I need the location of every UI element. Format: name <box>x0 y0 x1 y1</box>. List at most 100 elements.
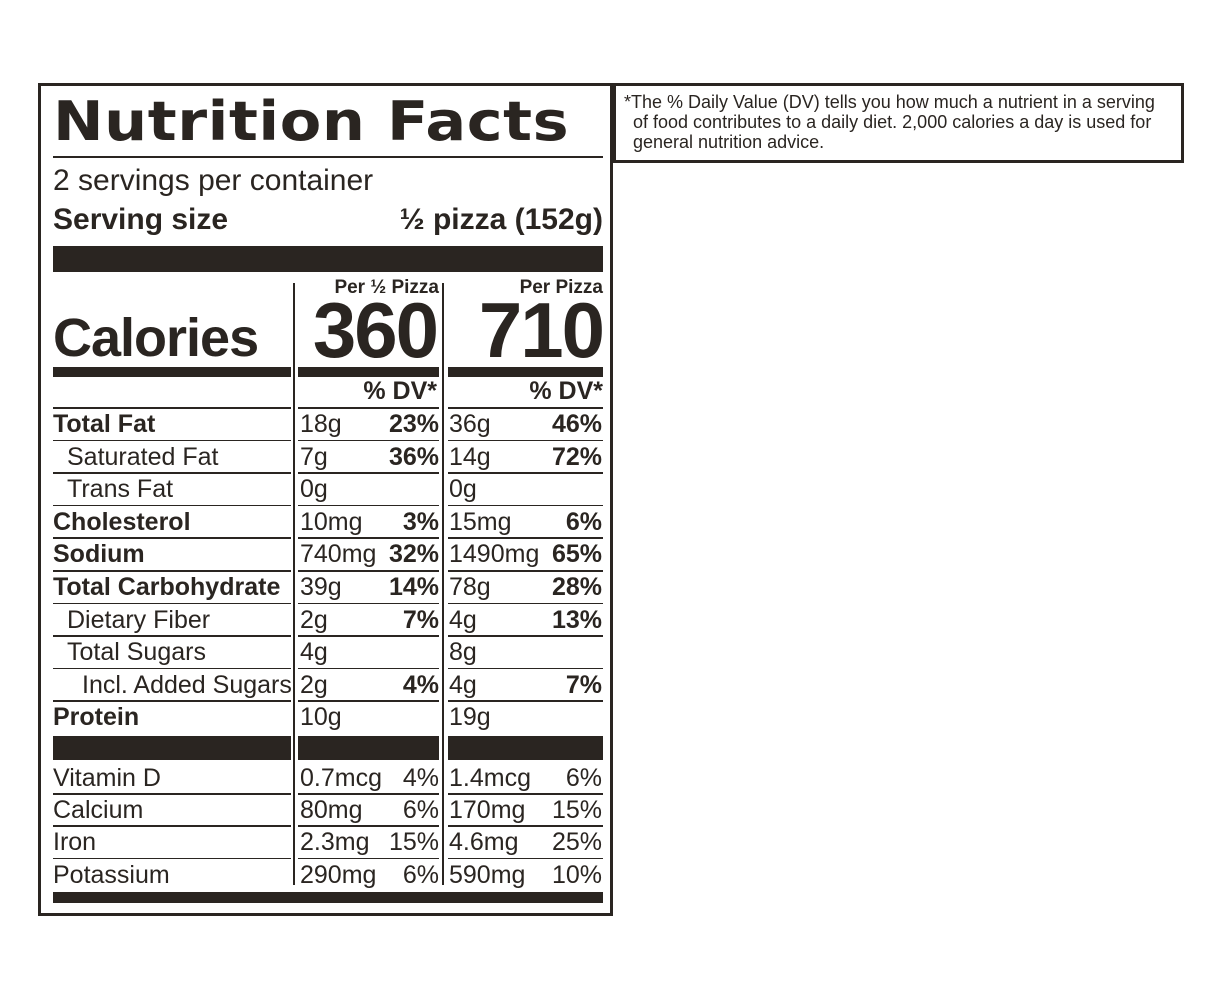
nutrient-amount-whole: 4g <box>449 605 477 634</box>
thick-divider-vitamins-name <box>53 736 291 760</box>
vitamin-dv-half: 4% <box>402 764 439 792</box>
nutrient-amount-half: 10g <box>300 703 342 732</box>
nutrient-row-divider <box>298 537 439 539</box>
vitamin-amount-whole: 1.4mcg <box>449 764 531 792</box>
nutrient-row-divider <box>448 472 603 474</box>
vitamin-row-divider <box>53 825 291 827</box>
nutrient-amount-whole: 4g <box>449 670 477 699</box>
vitamin-row-divider <box>448 793 603 795</box>
nutrient-amount-half: 2g <box>300 605 328 634</box>
nutrient-row-divider <box>298 570 439 572</box>
vitamin-row: Iron 2.3mg 15% 4.6mg 25% <box>53 826 603 858</box>
vitamin-dv-half: 15% <box>388 828 439 857</box>
label-title: Nutrition Facts <box>53 90 570 153</box>
nutrient-name: Total Carbohydrate <box>53 573 281 601</box>
vitamin-name: Iron <box>53 828 97 857</box>
calories-value-whole: 710 <box>478 286 605 374</box>
nutrient-row-divider <box>298 635 439 637</box>
dv-header-whole: % DV* <box>529 377 603 405</box>
vitamin-row: Vitamin D 0.7mcg 4% 1.4mcg 6% <box>53 762 603 794</box>
nutrient-amount-half: 0g <box>300 475 328 504</box>
vitamin-row-divider <box>448 825 603 827</box>
servings-per-container: 2 servings per container <box>53 164 374 197</box>
vitamin-name: Potassium <box>53 860 170 889</box>
nutrient-amount-whole: 19g <box>449 703 491 732</box>
nutrient-name: Trans Fat <box>67 475 174 504</box>
nutrient-row-divider <box>53 602 291 605</box>
nutrient-dv-whole: 7% <box>565 670 602 699</box>
nutrient-name: Total Fat <box>53 410 156 438</box>
nutrient-amount-half: 39g <box>300 573 342 601</box>
nutrient-dv-half: 23% <box>388 410 439 438</box>
nutrient-row-divider <box>298 667 439 670</box>
nutrient-amount-half: 740mg <box>300 540 377 569</box>
nutrient-name: Saturated Fat <box>67 442 219 471</box>
nutrient-row-divider <box>53 537 291 539</box>
nutrient-name: Total Sugars <box>67 638 206 667</box>
nutrient-row: Total Carbohydrate 39g 14% 78g 28% <box>53 571 603 603</box>
nutrient-row-divider <box>53 635 291 637</box>
calories-value-half: 360 <box>312 286 439 374</box>
nutrient-amount-half: 10mg <box>300 507 363 536</box>
nutrient-row-divider <box>448 504 603 507</box>
nutrient-amount-whole: 78g <box>449 573 491 601</box>
nutrient-name: Incl. Added Sugars <box>82 670 292 699</box>
vitamin-dv-whole: 10% <box>551 860 602 889</box>
nutrient-row: Total Sugars 4g 8g <box>53 636 603 668</box>
nutrient-row-divider <box>53 407 291 409</box>
serving-size-value: ½ pizza (152g) <box>399 203 603 236</box>
nutrient-row: Protein 10g 19g <box>53 701 603 733</box>
vitamin-row: Potassium 290mg 6% 590mg 10% <box>53 859 603 891</box>
nutrient-dv-half: 14% <box>388 573 439 601</box>
thick-divider-bottom <box>53 892 603 903</box>
column-header-whole: Per Pizza <box>519 277 603 298</box>
vitamin-name: Vitamin D <box>53 764 161 792</box>
nutrient-amount-whole: 14g <box>449 442 491 471</box>
nutrient-amount-whole: 36g <box>449 410 491 438</box>
thick-divider-vitamins-half <box>298 736 439 760</box>
column-divider-2 <box>442 283 444 885</box>
nutrient-amount-whole: 15mg <box>449 507 512 536</box>
thick-divider-vitamins-whole <box>448 736 603 760</box>
nutrient-dv-half: 32% <box>388 540 439 569</box>
nutrient-dv-half: 7% <box>402 605 439 634</box>
vitamin-amount-half: 80mg <box>300 796 363 825</box>
nutrient-row-divider <box>53 570 291 572</box>
nutrient-row: Trans Fat 0g 0g <box>53 473 603 505</box>
nutrient-row-divider <box>53 439 291 442</box>
nutrient-row: Sodium 740mg 32% 1490mg 65% <box>53 538 603 570</box>
nutrient-amount-whole: 8g <box>449 638 477 667</box>
calories-bar-half <box>298 367 439 377</box>
nutrient-row: Saturated Fat 7g 36% 14g 72% <box>53 441 603 473</box>
nutrient-row-divider <box>448 602 603 605</box>
nutrient-row-divider <box>448 407 603 409</box>
vitamin-row-divider <box>53 857 291 860</box>
vitamin-dv-half: 6% <box>402 860 439 889</box>
nutrient-dv-whole: 13% <box>551 605 602 634</box>
nutrient-dv-half: 4% <box>402 670 439 699</box>
dv-header-half: % DV* <box>363 377 437 405</box>
nutrient-amount-half: 2g <box>300 670 328 699</box>
nutrient-row-divider <box>448 667 603 670</box>
vitamin-amount-whole: 170mg <box>449 796 526 825</box>
vitamin-name: Calcium <box>53 796 144 825</box>
nutrient-dv-whole: 72% <box>551 442 602 471</box>
serving-size-label: Serving size <box>53 203 229 236</box>
nutrient-amount-whole: 0g <box>449 475 477 504</box>
nutrient-dv-whole: 6% <box>565 507 602 536</box>
vitamin-amount-whole: 590mg <box>449 860 526 889</box>
vitamin-amount-half: 0.7mcg <box>300 764 382 792</box>
nutrient-name: Dietary Fiber <box>67 605 211 634</box>
vitamin-row-divider <box>298 857 439 860</box>
nutrient-name: Protein <box>53 703 140 732</box>
vitamin-dv-whole: 6% <box>565 764 602 792</box>
nutrient-dv-half: 36% <box>388 442 439 471</box>
nutrient-row: Dietary Fiber 2g 7% 4g 13% <box>53 604 603 636</box>
nutrient-row-divider <box>298 602 439 605</box>
nutrient-row-divider <box>448 537 603 539</box>
nutrient-dv-whole: 28% <box>551 573 602 601</box>
nutrient-row: Cholesterol 10mg 3% 15mg 6% <box>53 506 603 538</box>
vitamin-row-divider <box>298 793 439 795</box>
vitamin-dv-whole: 25% <box>551 828 602 857</box>
nutrient-row-divider <box>298 439 439 442</box>
